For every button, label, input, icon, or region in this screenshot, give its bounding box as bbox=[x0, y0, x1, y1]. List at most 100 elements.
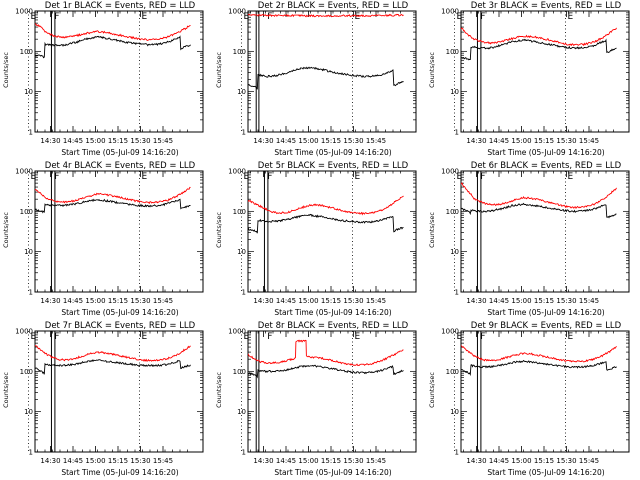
y-tick-label: 1000 bbox=[228, 8, 246, 16]
x-tick-label: 15:45 bbox=[366, 297, 386, 305]
x-tick-label: 15:30 bbox=[130, 297, 150, 305]
event-marker-label: F bbox=[480, 332, 485, 342]
x-axis-title: Start Time (05-Jul-09 14:16:20) bbox=[274, 468, 392, 477]
y-tick-label: 1 bbox=[455, 129, 459, 137]
panel-title: Det 9r BLACK = Events, RED = LLD bbox=[470, 321, 622, 331]
detector-panel: 1 10 100 1000 14:30 14:45 15:00 15:15 15:30 15:45… bbox=[426, 0, 639, 160]
event-marker-label: F bbox=[480, 12, 485, 22]
event-marker-label: F bbox=[54, 12, 59, 22]
x-tick-label: 14:45 bbox=[489, 457, 509, 465]
x-tick-label: 14:30 bbox=[40, 457, 60, 465]
x-tick-label: 15:30 bbox=[130, 457, 150, 465]
detector-panel: 1 10 100 1000 14:30 14:45 15:00 15:15 15:30 15:45… bbox=[0, 0, 213, 160]
x-tick-label: 14:30 bbox=[253, 137, 273, 145]
y-tick-label: 100 bbox=[233, 48, 246, 56]
x-tick-label: 15:30 bbox=[556, 137, 576, 145]
y-tick-label: 100 bbox=[20, 208, 33, 216]
events-trace-line bbox=[35, 198, 191, 214]
event-marker-label: E bbox=[568, 12, 574, 22]
plot-frame bbox=[34, 170, 204, 293]
y-tick-label: 1000 bbox=[15, 8, 33, 16]
y-tick-label: 100 bbox=[233, 368, 246, 376]
events-trace-line bbox=[248, 213, 404, 234]
y-tick-label: 100 bbox=[20, 368, 33, 376]
x-axis-title: Start Time (05-Jul-09 14:16:20) bbox=[487, 148, 605, 157]
panel-title: Det 4r BLACK = Events, RED = LLD bbox=[44, 161, 196, 171]
x-tick-label: 14:45 bbox=[63, 457, 83, 465]
x-tick-label: 15:15 bbox=[534, 457, 554, 465]
events-trace-line bbox=[248, 364, 404, 379]
event-marker-label: E bbox=[457, 172, 463, 182]
y-tick-label: 1 bbox=[242, 129, 246, 137]
y-axis-title: Counts/sec bbox=[428, 52, 436, 88]
y-tick-label: 1 bbox=[29, 129, 33, 137]
y-tick-label: 1 bbox=[455, 289, 459, 297]
x-tick-label: 14:45 bbox=[63, 137, 83, 145]
panel-title: Det 2r BLACK = Events, RED = LLD bbox=[257, 1, 409, 11]
x-axis-title: Start Time (05-Jul-09 14:16:20) bbox=[274, 308, 392, 317]
x-tick-label: 15:30 bbox=[343, 297, 363, 305]
events-trace-line bbox=[35, 35, 191, 59]
y-axis-title: Counts/sec bbox=[2, 212, 10, 248]
x-tick-label: 15:45 bbox=[579, 137, 599, 145]
event-marker-label: F bbox=[480, 172, 485, 182]
panel-title: Det 8r BLACK = Events, RED = LLD bbox=[257, 321, 409, 331]
x-tick-label: 14:30 bbox=[253, 297, 273, 305]
event-marker-label: E bbox=[457, 332, 463, 342]
lld-trace-line bbox=[35, 344, 191, 363]
event-marker-label: E bbox=[31, 12, 37, 22]
x-tick-label: 15:15 bbox=[321, 137, 341, 145]
event-marker-label: E bbox=[142, 332, 148, 342]
x-tick-label: 14:30 bbox=[466, 457, 486, 465]
y-axis-title: Counts/sec bbox=[215, 372, 223, 408]
panel-title: Det 5r BLACK = Events, RED = LLD bbox=[257, 161, 409, 171]
x-tick-label: 15:15 bbox=[534, 137, 554, 145]
events-trace-line bbox=[248, 66, 404, 90]
y-tick-label: 100 bbox=[20, 48, 33, 56]
detector-panel: 1 10 100 1000 14:30 14:45 15:00 15:15 15:30 15:45… bbox=[426, 160, 639, 320]
panel-title: Det 1r BLACK = Events, RED = LLD bbox=[44, 1, 196, 11]
event-marker-label: E bbox=[355, 332, 361, 342]
y-tick-label: 1000 bbox=[441, 8, 459, 16]
y-axis-title: Counts/sec bbox=[428, 372, 436, 408]
plot-frame bbox=[460, 170, 630, 293]
x-tick-label: 15:15 bbox=[321, 297, 341, 305]
plot-frame bbox=[247, 170, 417, 293]
x-tick-label: 14:45 bbox=[276, 137, 296, 145]
x-tick-label: 15:00 bbox=[511, 457, 531, 465]
y-tick-label: 1000 bbox=[15, 168, 33, 176]
event-marker-label: E bbox=[244, 332, 250, 342]
x-tick-label: 14:30 bbox=[466, 137, 486, 145]
x-tick-label: 15:15 bbox=[321, 457, 341, 465]
detector-panel: 1 10 100 1000 14:30 14:45 15:00 15:15 15:30 15:45… bbox=[213, 160, 426, 320]
event-marker-label: F bbox=[267, 172, 272, 182]
x-tick-label: 14:45 bbox=[276, 457, 296, 465]
x-axis-title: Start Time (05-Jul-09 14:16:20) bbox=[487, 468, 605, 477]
x-axis-title: Start Time (05-Jul-09 14:16:20) bbox=[61, 308, 179, 317]
y-tick-label: 1000 bbox=[228, 168, 246, 176]
events-trace-line bbox=[35, 359, 191, 375]
x-tick-label: 15:00 bbox=[85, 137, 105, 145]
x-tick-label: 15:00 bbox=[511, 137, 531, 145]
x-tick-label: 15:45 bbox=[579, 457, 599, 465]
events-trace-line bbox=[461, 359, 617, 377]
lld-trace-line bbox=[248, 339, 404, 367]
plot-frame bbox=[460, 10, 630, 133]
x-tick-label: 14:45 bbox=[489, 137, 509, 145]
detector-panel: 1 10 100 1000 14:30 14:45 15:00 15:15 15:30 15:45… bbox=[426, 320, 639, 480]
y-tick-label: 1 bbox=[455, 449, 459, 457]
x-tick-label: 14:30 bbox=[40, 137, 60, 145]
x-tick-label: 15:00 bbox=[85, 457, 105, 465]
plot-frame bbox=[34, 330, 204, 453]
x-tick-label: 15:00 bbox=[511, 297, 531, 305]
plot-frame bbox=[247, 10, 417, 133]
event-marker-label: F bbox=[54, 172, 59, 182]
event-marker-label: E bbox=[142, 172, 148, 182]
